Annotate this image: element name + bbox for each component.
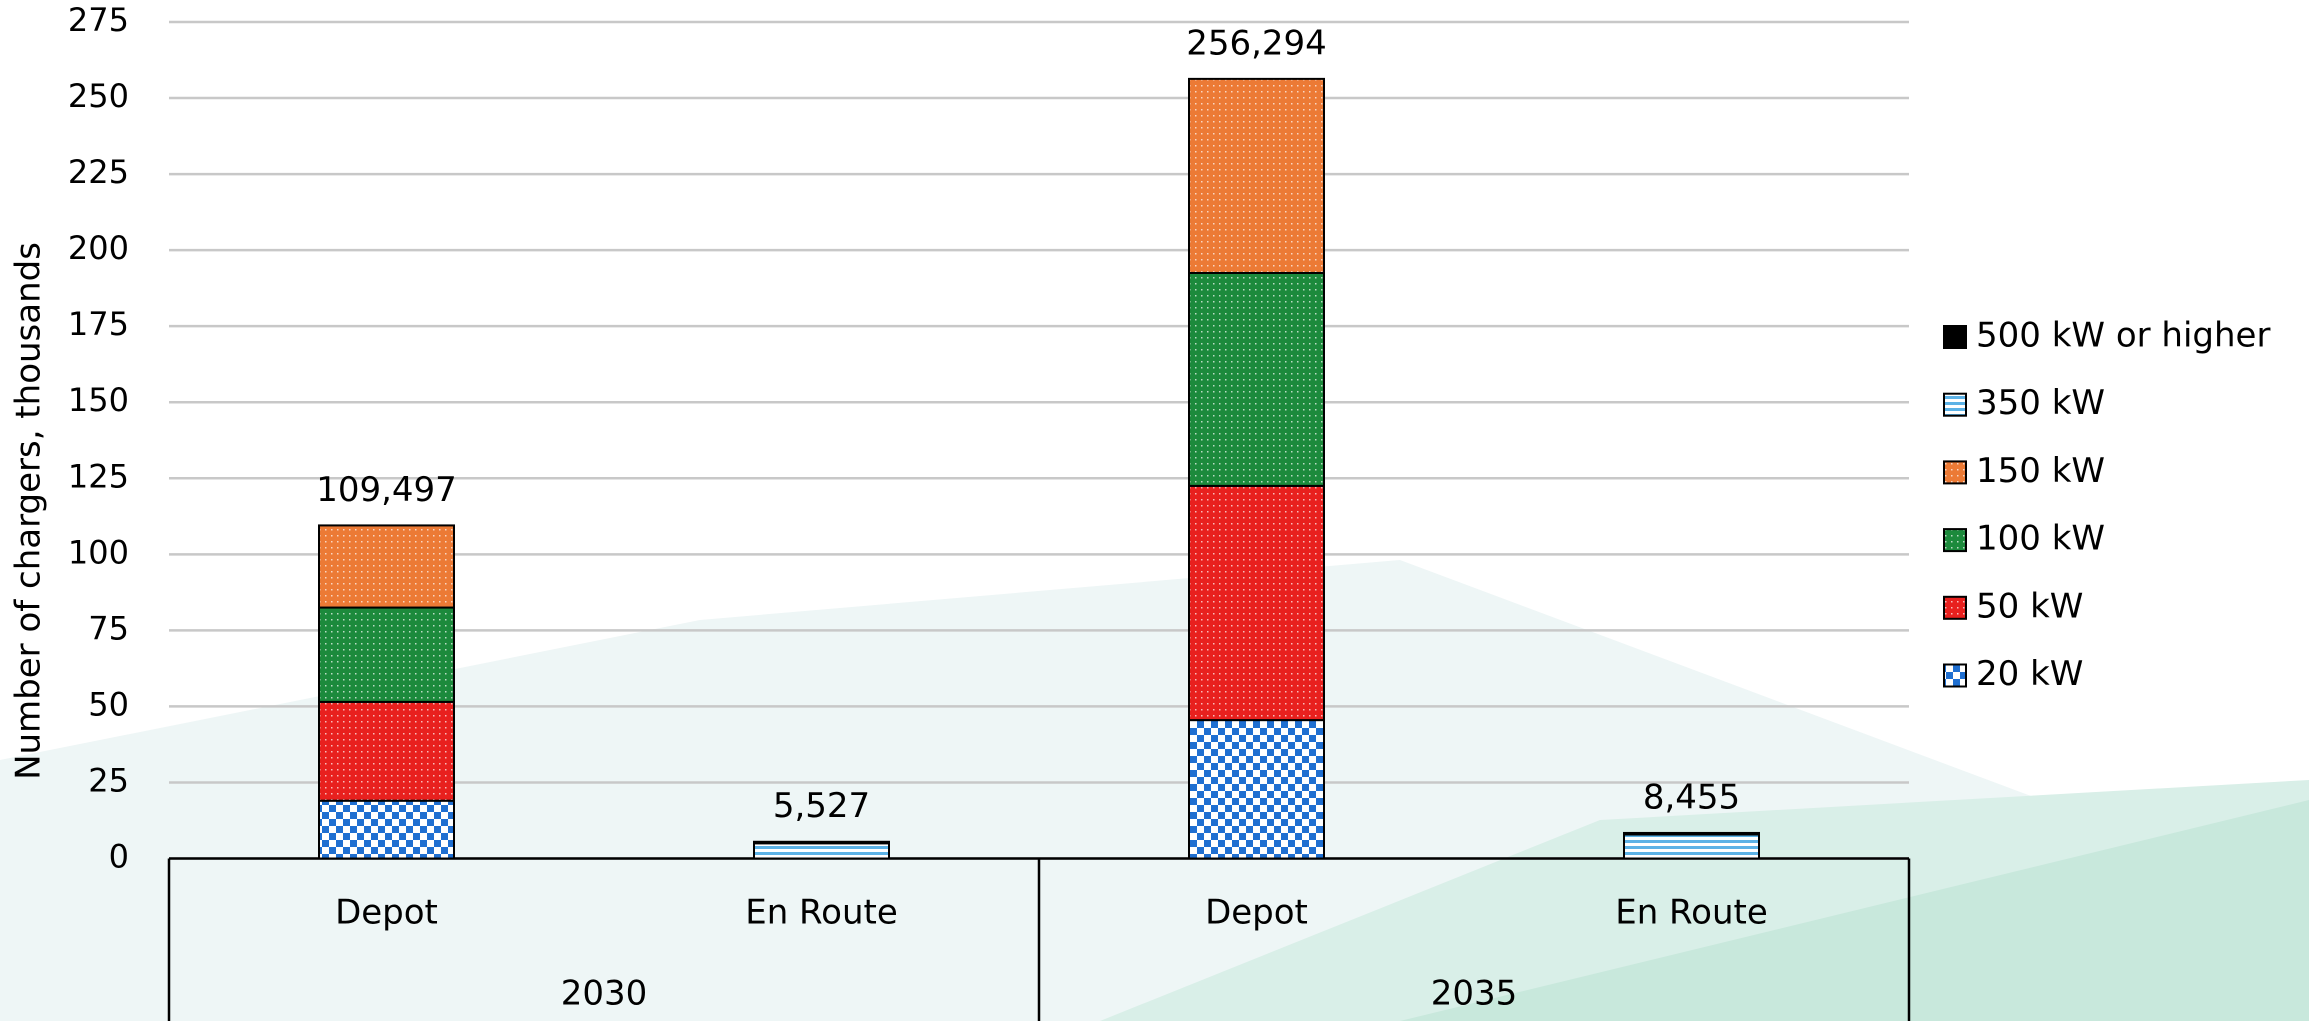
bar-segment bbox=[1188, 271, 1325, 487]
legend-label: 100 kW bbox=[1976, 519, 2105, 559]
legend-label: 150 kW bbox=[1976, 451, 2105, 491]
bar-segment bbox=[318, 700, 455, 802]
total-label: 5,527 bbox=[773, 786, 870, 826]
x-tick-label: Depot bbox=[1205, 893, 1308, 933]
y-tick-label: 275 bbox=[68, 1, 129, 39]
group-label: 2035 bbox=[1431, 974, 1518, 1014]
y-tick-label: 50 bbox=[88, 685, 129, 723]
bar-segment bbox=[1623, 831, 1760, 836]
total-label: 256,294 bbox=[1186, 23, 1327, 63]
y-tick-label: 125 bbox=[68, 457, 129, 495]
bar-segment bbox=[318, 524, 455, 609]
bar-segment bbox=[753, 842, 890, 860]
x-tick-label: En Route bbox=[745, 893, 898, 933]
bar-segment bbox=[1188, 77, 1325, 274]
y-tick-label: 200 bbox=[68, 229, 129, 267]
bar-segment bbox=[1188, 484, 1325, 722]
legend-swatch bbox=[1943, 663, 1967, 688]
legend-label: 350 kW bbox=[1976, 383, 2105, 423]
y-tick-label: 75 bbox=[88, 609, 129, 647]
bar-segment bbox=[1188, 719, 1325, 860]
bar-segment bbox=[318, 799, 455, 860]
bar-segment bbox=[1623, 833, 1760, 860]
total-label: 8,455 bbox=[1643, 777, 1740, 817]
legend-swatch bbox=[1943, 460, 1967, 485]
y-tick-label: 250 bbox=[68, 77, 129, 115]
y-axis-title: Number of chargers, thousands bbox=[9, 242, 49, 780]
legend-swatch bbox=[1943, 595, 1967, 620]
legend-label: 20 kW bbox=[1976, 654, 2083, 694]
y-tick-label: 225 bbox=[68, 153, 129, 191]
group-label: 2030 bbox=[561, 974, 648, 1014]
x-tick-label: Depot bbox=[335, 893, 438, 933]
legend-label: 500 kW or higher bbox=[1976, 316, 2270, 356]
y-tick-label: 175 bbox=[68, 305, 129, 343]
legend-label: 50 kW bbox=[1976, 586, 2083, 626]
background-shape bbox=[1400, 800, 2309, 1021]
y-tick-label: 25 bbox=[88, 761, 129, 799]
legend-swatch bbox=[1943, 528, 1967, 553]
x-tick-label: En Route bbox=[1615, 893, 1768, 933]
total-label: 109,497 bbox=[316, 470, 457, 510]
legend-swatch bbox=[1943, 325, 1967, 349]
y-tick-label: 150 bbox=[68, 381, 129, 419]
bar-segment bbox=[318, 606, 455, 703]
y-tick-label: 0 bbox=[109, 838, 129, 876]
legend-swatch bbox=[1943, 392, 1967, 417]
y-tick-label: 100 bbox=[68, 533, 129, 571]
bar-segment bbox=[753, 840, 890, 845]
